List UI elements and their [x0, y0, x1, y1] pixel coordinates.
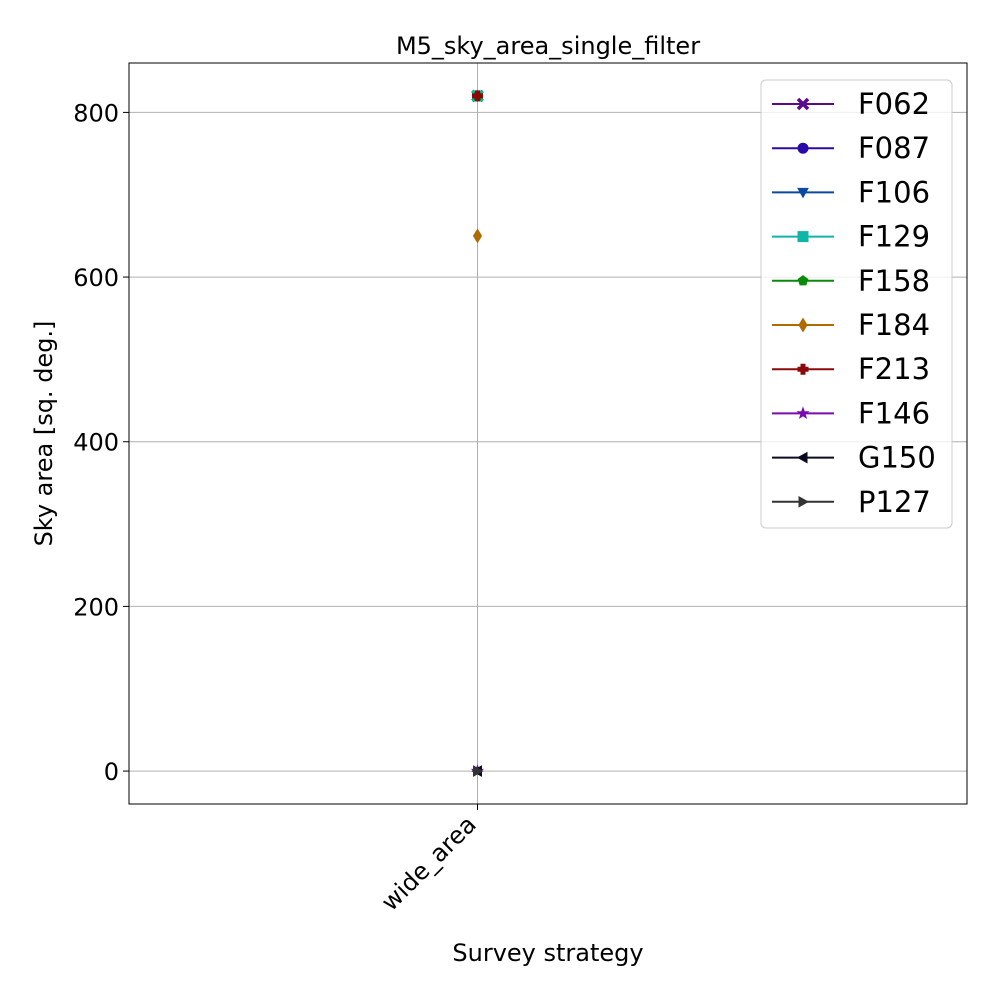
- series-F184: [472, 228, 483, 244]
- legend-label: F158: [858, 264, 930, 298]
- legend-item-F213: F213: [772, 352, 930, 386]
- legend-item-F158: F158: [772, 264, 930, 298]
- x-axis-title: Survey strategy: [452, 939, 643, 967]
- legend-marker: [797, 275, 809, 286]
- legend-item-P127: P127: [772, 485, 931, 519]
- legend-marker: [796, 406, 810, 420]
- grid: [129, 63, 967, 804]
- data-point: [472, 228, 483, 244]
- legend-label: F062: [858, 87, 930, 121]
- legend-item-F087: F087: [772, 131, 930, 165]
- series-P127: [473, 765, 484, 777]
- plot-frame: [128, 62, 968, 805]
- legend-item-F146: F146: [772, 396, 930, 430]
- legend-marker: [796, 451, 808, 464]
- legend-marker-stroke: [796, 97, 810, 111]
- legend-label: F129: [858, 220, 930, 254]
- legend-item-F129: F129: [772, 220, 930, 254]
- legend-label: F087: [858, 131, 930, 165]
- series-layer: [470, 89, 485, 777]
- legend-label: F184: [858, 308, 930, 342]
- legend-label: F146: [858, 396, 930, 430]
- legend-marker: [797, 231, 809, 243]
- legend-label: F213: [858, 352, 930, 386]
- legend-item-F106: F106: [772, 175, 930, 209]
- y-tick-label: 200: [73, 593, 119, 621]
- legend-marker: [797, 363, 809, 375]
- chart-title: M5_sky_area_single_filter: [396, 32, 700, 60]
- legend-label: G150: [858, 441, 936, 475]
- data-point: [473, 765, 484, 777]
- data-point: [472, 90, 483, 102]
- legend-marker: [798, 495, 810, 508]
- legend-marker: [798, 317, 808, 333]
- y-tick-label: 600: [73, 264, 119, 292]
- series-F213: [472, 90, 483, 102]
- legend-marker: [797, 142, 809, 154]
- legend: F062 F087 F106 F129 F158 F184 F213 F146 G150 P127: [760, 79, 953, 529]
- legend-item-F184: F184: [772, 308, 930, 342]
- legend-marker: [796, 97, 810, 111]
- legend-item-F062: F062: [772, 87, 930, 121]
- legend-label: F106: [858, 175, 930, 209]
- legend-label: P127: [858, 485, 931, 519]
- y-tick-label: 400: [73, 429, 119, 457]
- y-axis-title: Sky area [sq. deg.]: [30, 321, 58, 547]
- legend-item-G150: G150: [772, 441, 936, 475]
- y-tick-label: 800: [73, 99, 119, 127]
- y-tick-label: 0: [104, 758, 119, 786]
- legend-marker: [797, 187, 809, 199]
